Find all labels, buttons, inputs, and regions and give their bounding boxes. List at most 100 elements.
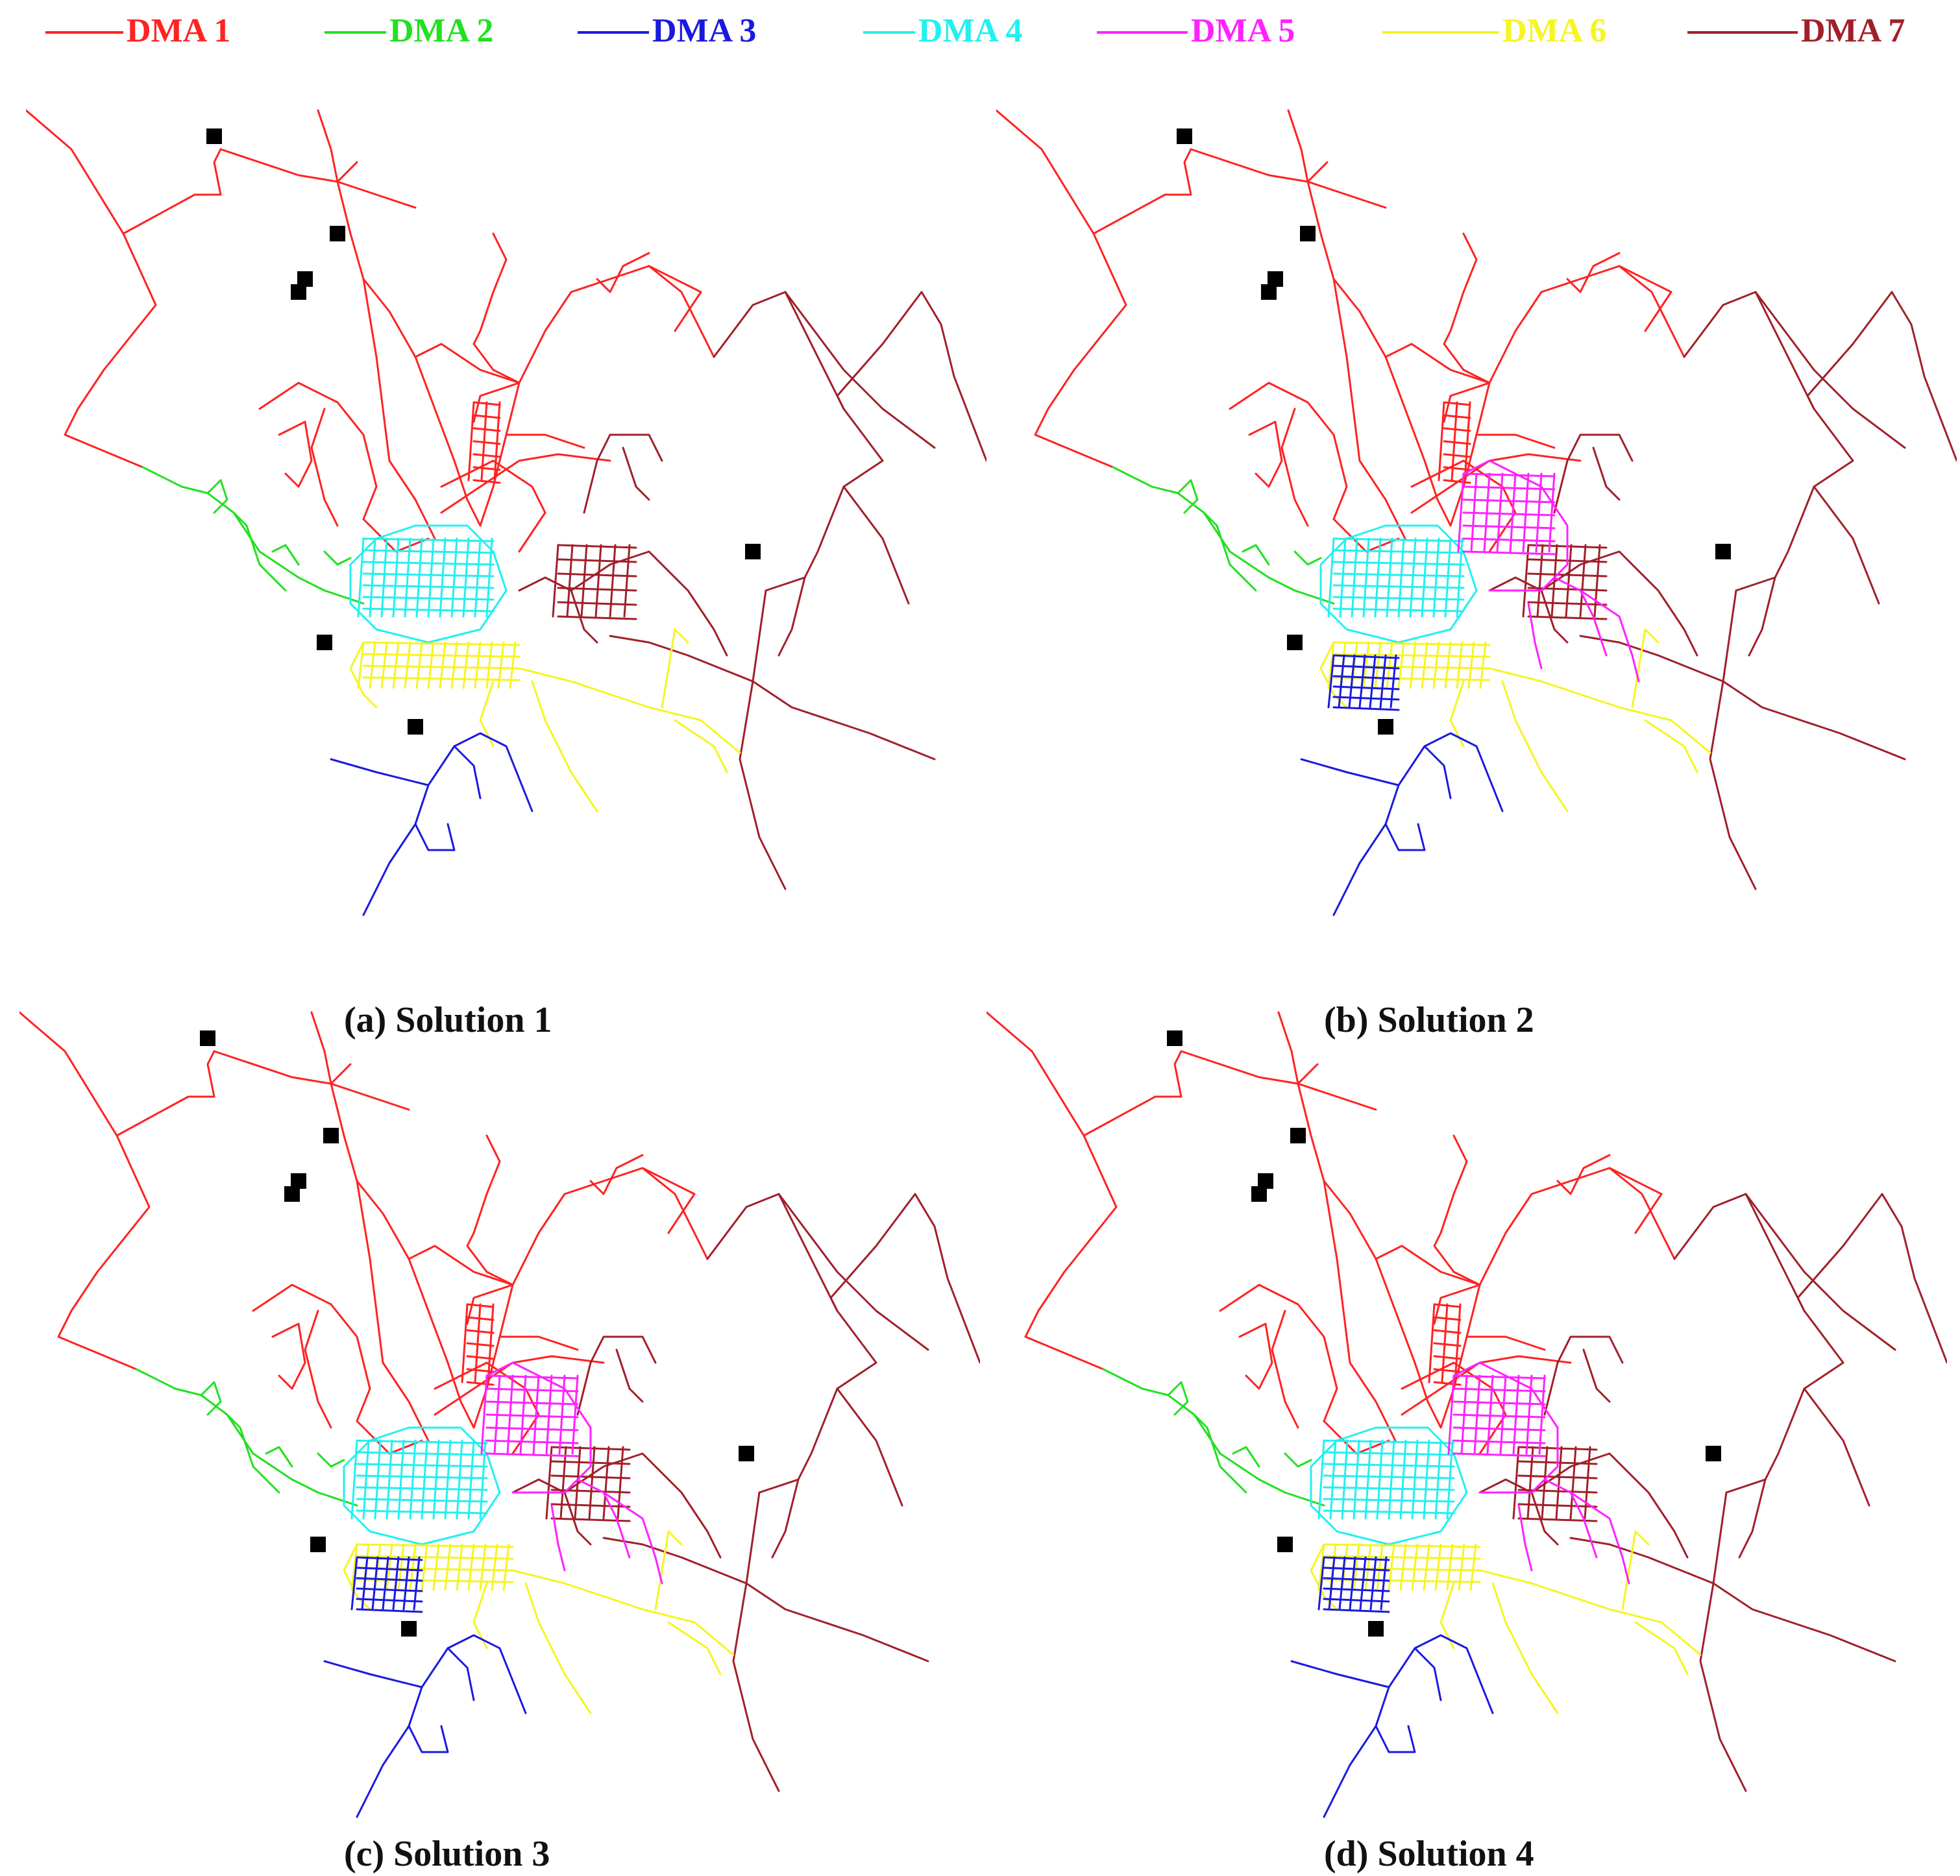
dma-6-pipe [1469,1543,1477,1591]
dma-4-pipe [356,1463,488,1468]
dma-4-pipe [415,537,423,618]
dma-1-pipe [498,1335,579,1351]
dma-7-pipe [1712,1582,1896,1663]
dma-7-pipe [617,1446,624,1520]
dma-1-pipe [362,278,391,462]
source-node-marker [310,1537,326,1552]
dma-5-pipe [1452,1413,1546,1419]
legend-line-dma-7 [1687,31,1798,34]
dma-6-pipe [1432,641,1440,689]
dma-2-pipe [1102,1368,1325,1507]
dma-4-pipe [362,537,495,542]
dma-7-pipe [602,1537,748,1585]
dma-1-pipe [466,1329,495,1334]
dma-7-pipe [557,601,637,606]
dma-7-pipe [1813,485,1880,605]
dma-5-pipe [1509,472,1517,553]
source-node-marker [291,284,306,300]
dma-1-pipe [479,232,508,332]
dma-1-pipe [310,1011,358,1182]
dma-1-pipe [330,1063,352,1085]
dma-2-pipe [317,1452,345,1468]
dma-7-pipe [1565,544,1573,618]
dma-4-pipe [1421,537,1428,618]
legend-line-dma-4 [863,31,915,34]
dma-7-pipe [566,544,574,618]
dma-1-pipe [122,148,222,235]
dma-7-pipe [588,1446,596,1520]
dma-7-pipe [778,576,806,657]
dma-4-pipe [1397,537,1405,618]
dma-7-pipe [784,291,936,449]
dma-4-pipe [1323,1486,1455,1491]
dma-3-pipe [1290,1634,1494,1714]
dma-6-pipe [511,1569,735,1656]
dma-6-pipe [397,1543,405,1591]
dma-3-pipe [1323,1686,1390,1818]
dma-3-pipe [414,823,456,851]
dma-7-pipe [545,1446,553,1520]
dma-4-pipe [1444,537,1452,618]
dma-5-pipe [1452,1361,1559,1494]
dma-1-pipe [116,1050,215,1137]
dma-7-pipe [583,433,663,514]
dma-7-pipe [1796,1193,1947,1364]
dma-3-pipe [1317,1556,1325,1611]
dma-5-pipe [571,1374,579,1455]
dma-1-pipe [1449,232,1478,332]
dma-2-pipe [1232,1446,1260,1468]
dma-1-pipe [219,148,417,209]
dma-1-pipe [472,427,501,432]
dma-4-pipe [1388,1439,1395,1520]
legend-line-dma-5 [1097,31,1188,34]
dma-6-pipe [654,1530,683,1611]
dma-1-pipe [1443,427,1471,432]
dma-5-pipe [485,1361,592,1494]
dma-7-pipe [1582,1348,1611,1403]
dma-3-pipe [356,1598,423,1603]
dma-3-pipe [1323,1598,1390,1603]
dma-2-pipe [1193,1413,1247,1494]
dma-1-pipe [252,1284,371,1422]
source-node-marker [1261,284,1277,300]
dma-7-pipe [732,1491,780,1792]
dma-7-pipe [739,589,787,890]
dma-6-pipe [1364,1543,1372,1591]
dma-6-pipe [524,1582,592,1714]
dma-6-pipe [1423,1543,1430,1591]
dma-6-pipe [1409,641,1417,689]
dma-1-pipe [304,1310,332,1429]
dma-1-pipe [1414,1361,1442,1429]
dma-1-pipe [317,109,365,280]
dma-6-pipe [415,641,423,689]
dma-1-pipe [641,1167,696,1234]
dma-1-pipe [1454,1303,1462,1383]
source-node-marker [1300,226,1316,241]
dma-7-pipe [580,544,588,618]
dma-7-pipe [557,572,637,578]
dma-6-pipe [1444,641,1452,689]
dma-1-pipe [472,440,501,445]
panel-solution-1: (a) Solution 1 [26,97,986,1058]
dma-6-pipe [427,641,435,689]
dma-4-pipe [349,524,508,644]
dma-7-pipe [1709,589,1757,890]
source-node-marker [323,1128,339,1143]
dma-4-pipe [1411,1439,1419,1520]
dma-4-pipe [456,1439,463,1520]
dma-3-pipe [330,732,533,812]
dma-3-pipe [356,1556,423,1561]
dma-5-pipe [485,1439,579,1444]
dma-6-pipe [1631,628,1660,709]
dma-7-pipe [557,615,637,620]
panel-solution-3: (c) Solution 3 [19,999,980,1875]
dma-6-pipe [1386,641,1393,689]
dma-4-pipe [362,549,495,554]
dma-6-pipe [1479,641,1487,689]
dma-6-pipe [1327,641,1335,689]
dma-3-pipe [1332,784,1400,916]
dma-1-pipe [589,1154,644,1195]
dma-7-pipe [1569,1446,1577,1520]
dma-4-pipe [356,1498,488,1503]
dma-2-pipe [1293,550,1322,566]
